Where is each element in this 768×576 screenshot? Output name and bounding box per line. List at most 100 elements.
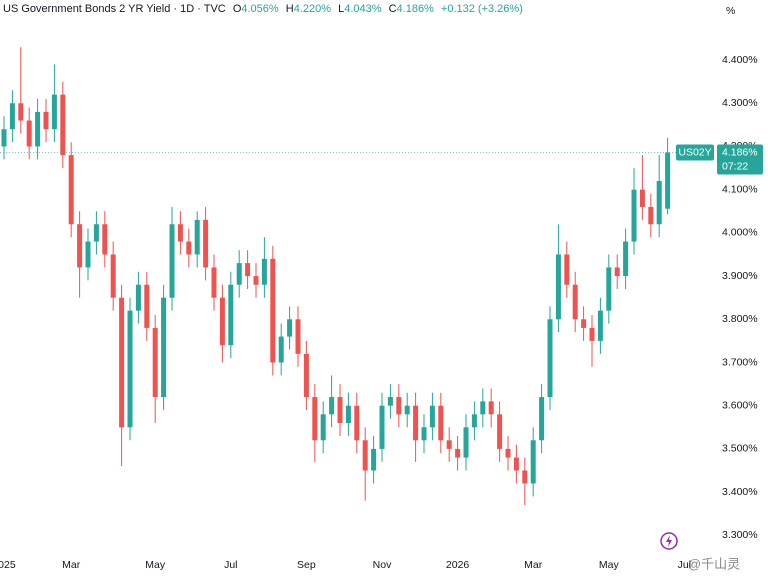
candle-body bbox=[455, 448, 461, 458]
x-tick-label: Nov bbox=[373, 559, 392, 571]
candle-body bbox=[26, 120, 32, 147]
candle-body bbox=[337, 397, 343, 423]
candle-body bbox=[471, 414, 477, 428]
y-tick-label: 4.100% bbox=[722, 183, 758, 195]
candle-body bbox=[68, 155, 74, 225]
candle-body bbox=[194, 219, 200, 255]
y-tick-label: 3.400% bbox=[722, 486, 758, 498]
candle-body bbox=[127, 310, 133, 428]
candle-body bbox=[547, 319, 553, 398]
candle-body bbox=[203, 219, 209, 268]
candle-body bbox=[169, 224, 175, 298]
candle-body bbox=[648, 206, 654, 225]
candle-body bbox=[530, 440, 536, 484]
candle-body bbox=[564, 254, 570, 285]
x-tick-label: Jul bbox=[678, 559, 691, 571]
candle-body bbox=[631, 189, 637, 242]
ohlc-value: 4.186% bbox=[397, 3, 435, 15]
ohlc-label: O bbox=[233, 3, 242, 15]
y-tick-label: 4.300% bbox=[722, 97, 758, 109]
x-tick-label: Sep bbox=[297, 559, 316, 571]
candle-body bbox=[488, 401, 494, 415]
candle-body bbox=[51, 94, 57, 130]
y-tick-label: 3.700% bbox=[722, 356, 758, 368]
countdown-label: 07:22 bbox=[722, 160, 748, 172]
x-tick-label: Jul bbox=[224, 559, 237, 571]
candle-body bbox=[614, 267, 620, 277]
candle-body bbox=[295, 319, 301, 354]
y-tick-label: 3.500% bbox=[722, 443, 758, 455]
candle-body bbox=[665, 152, 671, 209]
candle-body bbox=[161, 297, 167, 398]
candle-body bbox=[135, 284, 141, 311]
ohlc-label: C bbox=[389, 3, 397, 15]
icon-bolt bbox=[666, 535, 672, 547]
candle-body bbox=[144, 284, 150, 328]
y-tick-label: 3.800% bbox=[722, 313, 758, 325]
candle-body bbox=[102, 224, 108, 255]
ohlc-value: 4.043% bbox=[344, 3, 382, 15]
candle-body bbox=[463, 427, 469, 458]
candle-body bbox=[219, 297, 225, 346]
candle-body bbox=[404, 405, 410, 415]
unit-label: % bbox=[726, 5, 735, 17]
candle-body bbox=[480, 401, 486, 415]
candle-body bbox=[270, 258, 276, 363]
chart-title: US Government Bonds 2 YR Yield · 1D · TV… bbox=[3, 3, 226, 15]
icon-ring bbox=[660, 532, 678, 550]
candle-body bbox=[261, 258, 267, 285]
y-tick-label: 3.900% bbox=[722, 270, 758, 282]
header: US Government Bonds 2 YR Yield · 1D · TV… bbox=[3, 3, 523, 15]
candle-body bbox=[429, 405, 435, 428]
candle-body bbox=[152, 327, 158, 398]
watermark: @千山灵 bbox=[688, 556, 740, 571]
candle-body bbox=[85, 241, 91, 268]
candle-body bbox=[513, 457, 519, 471]
candle-body bbox=[656, 181, 662, 225]
x-tick-label: May bbox=[145, 559, 166, 571]
y-tick-label: 3.300% bbox=[722, 529, 758, 541]
y-tick-label: 3.600% bbox=[722, 399, 758, 411]
plot-area bbox=[0, 47, 712, 506]
candle-body bbox=[177, 224, 183, 242]
candle-body bbox=[110, 254, 116, 298]
candle-body bbox=[211, 267, 217, 298]
price-tag bbox=[717, 144, 763, 175]
candle-body bbox=[345, 405, 351, 423]
candle-body bbox=[421, 427, 427, 441]
candle-body bbox=[60, 94, 66, 156]
ohlc-value: 4.220% bbox=[294, 3, 332, 15]
candle-body bbox=[35, 111, 41, 147]
candle-body bbox=[581, 319, 587, 328]
candle-body bbox=[303, 353, 309, 398]
candle-body bbox=[9, 103, 15, 130]
candle-body bbox=[413, 405, 419, 441]
candle-body bbox=[320, 414, 326, 441]
candle-body bbox=[446, 440, 452, 449]
candle-body bbox=[623, 241, 629, 277]
candle-body bbox=[396, 397, 402, 415]
x-tick-label: Mar bbox=[524, 559, 543, 571]
x-tick-label: 2025 bbox=[0, 559, 16, 571]
candle-body bbox=[589, 327, 595, 341]
candle-body bbox=[497, 414, 503, 449]
candle-body bbox=[371, 448, 377, 471]
candle-body bbox=[379, 405, 385, 449]
candle-body bbox=[354, 405, 360, 441]
ohlc-label: H bbox=[286, 3, 294, 15]
candle-body bbox=[639, 189, 645, 207]
y-tick-label: 4.000% bbox=[722, 227, 758, 239]
candle-body bbox=[555, 254, 561, 320]
x-tick-label: Mar bbox=[62, 559, 81, 571]
symbol-label: US02Y bbox=[678, 146, 711, 158]
candle-body bbox=[312, 397, 318, 441]
candle-body bbox=[539, 397, 545, 441]
candle-body bbox=[278, 336, 284, 363]
candle-body bbox=[522, 470, 528, 484]
candle-body bbox=[329, 397, 335, 415]
candle-body bbox=[186, 241, 192, 255]
candle-body bbox=[119, 297, 125, 428]
y-tick-label: 4.400% bbox=[722, 54, 758, 66]
candle-body bbox=[228, 284, 234, 346]
candle-body bbox=[597, 310, 603, 341]
